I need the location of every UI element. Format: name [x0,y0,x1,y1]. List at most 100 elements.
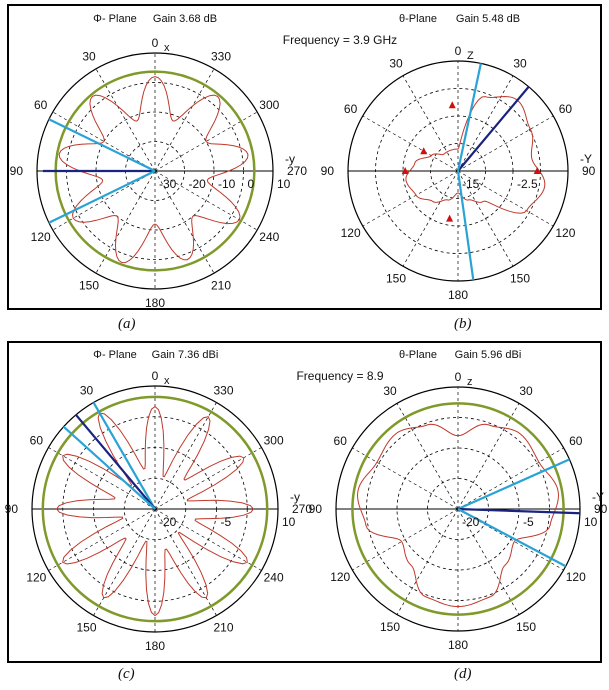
angle-label: 60 [344,102,358,116]
beam-line [457,507,580,515]
radial-label: -20 [462,515,480,529]
angle-label: 60 [569,434,583,448]
axis-right-label: -y [290,490,300,504]
top-panel-frame [7,4,602,310]
angle-label: 300 [264,434,284,448]
angle-label: 60 [30,434,44,448]
radial-label: -2.5 [517,177,538,191]
beam-line [75,414,156,510]
grid-spoke [457,170,554,227]
beam-line [456,170,475,281]
grid-spoke [457,508,520,615]
angle-label: 240 [264,571,284,585]
radial-label: 10 [277,177,291,191]
angle-label: 210 [213,621,233,635]
pattern-marker [420,147,428,155]
grid-spoke [154,508,262,571]
polar-chart-3 [335,386,581,632]
plane-title: Φ- Plane [93,13,137,25]
angle-label: 150 [516,620,536,634]
beam-line [457,86,530,172]
grid-spoke [48,447,156,510]
angle-label: 90 [582,164,596,178]
gain-title: Gain 5.96 dBi [455,349,522,361]
gain-title: Gain 7.36 dBi [152,349,219,361]
radiation-pattern [58,76,249,264]
gain-title: Gain 5.48 dB [456,13,520,25]
gain-ring [41,395,269,623]
axis-top-sub-label: Z [467,50,474,62]
radial-label: -15 [462,177,480,191]
grid-spoke [48,508,156,571]
angle-label: 30 [82,50,96,64]
angle-label: 240 [259,230,279,244]
axis-right-label: -Y [580,152,592,166]
polar-chart-2 [31,385,279,633]
angle-label: 30 [389,57,403,71]
gain-ring [351,402,565,616]
angle-label: 30 [80,383,94,397]
radiation-pattern [405,95,546,214]
angle-label: 90 [594,502,608,516]
angle-label: 150 [380,620,400,634]
angle-label: 30 [519,384,533,398]
axis-top-sub-label: x [164,42,170,54]
axis-top-label: 0 [455,370,462,384]
caption-b: (b) [454,316,472,332]
grid-spoke [457,115,554,172]
angle-label: 30 [383,384,397,398]
angle-label: 60 [334,434,348,448]
angle-label: 120 [555,226,575,240]
axis-right-label: -Y [592,490,604,504]
caption-c: (c) [118,666,135,682]
grid-spoke [154,447,262,510]
radial-label: -20 [159,515,177,529]
plane-title: θ-Plane [399,13,437,25]
axis-top-sub-label: x [164,375,170,387]
beam-line [48,118,156,172]
axis-top-label: 0 [455,44,462,58]
radial-label: -5 [523,515,534,529]
angle-label: 90 [5,502,19,516]
angle-label: 270 [292,502,312,516]
angle-label: 90 [309,502,323,516]
angle-label: 60 [34,98,48,112]
beam-line [456,63,482,172]
radial-label: 10 [584,515,598,529]
caption-d: (d) [454,666,472,682]
angle-label: 120 [26,571,46,585]
pattern-marker [446,214,454,222]
caption-a: (a) [118,316,136,332]
angle-label: 150 [386,271,406,285]
pattern-marker [533,167,541,174]
radial-label: -30 [159,177,177,191]
grid-spoke [457,75,514,172]
grid-spoke [362,170,459,227]
beam-line [62,425,156,510]
grid-spoke [457,447,564,510]
angle-label: 120 [330,570,350,584]
grid-spoke [396,403,459,510]
axis-top-sub-label: z [467,376,473,388]
pattern-marker [448,101,456,109]
radial-label: 0 [248,177,255,191]
radiation-pattern [55,405,255,617]
radial-label: -20 [189,177,207,191]
angle-label: 120 [341,226,361,240]
polar-chart-0 [36,52,274,290]
beam-line [48,170,156,224]
grid-spoke [352,447,459,510]
plane-title: Φ- Plane [93,349,137,361]
plane-title: θ-Plane [399,349,437,361]
angle-label: 60 [559,102,573,116]
grid-spoke [352,508,459,571]
radiation-pattern [356,423,560,608]
angle-label: 180 [448,638,468,652]
angle-label: 120 [31,230,51,244]
grid-spoke [457,403,520,510]
polar-chart-1 [347,60,569,282]
grid-spoke [402,75,459,172]
angle-label: 150 [79,278,99,292]
beam-line [92,401,156,510]
